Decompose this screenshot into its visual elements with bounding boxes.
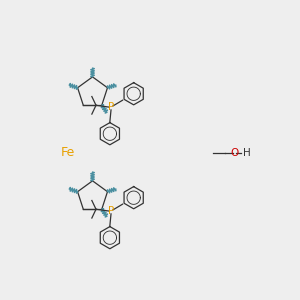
Text: P: P xyxy=(108,206,114,216)
Text: H: H xyxy=(243,148,250,158)
Text: O: O xyxy=(230,148,238,158)
Text: P: P xyxy=(108,102,114,112)
Text: Fe: Fe xyxy=(61,146,75,159)
